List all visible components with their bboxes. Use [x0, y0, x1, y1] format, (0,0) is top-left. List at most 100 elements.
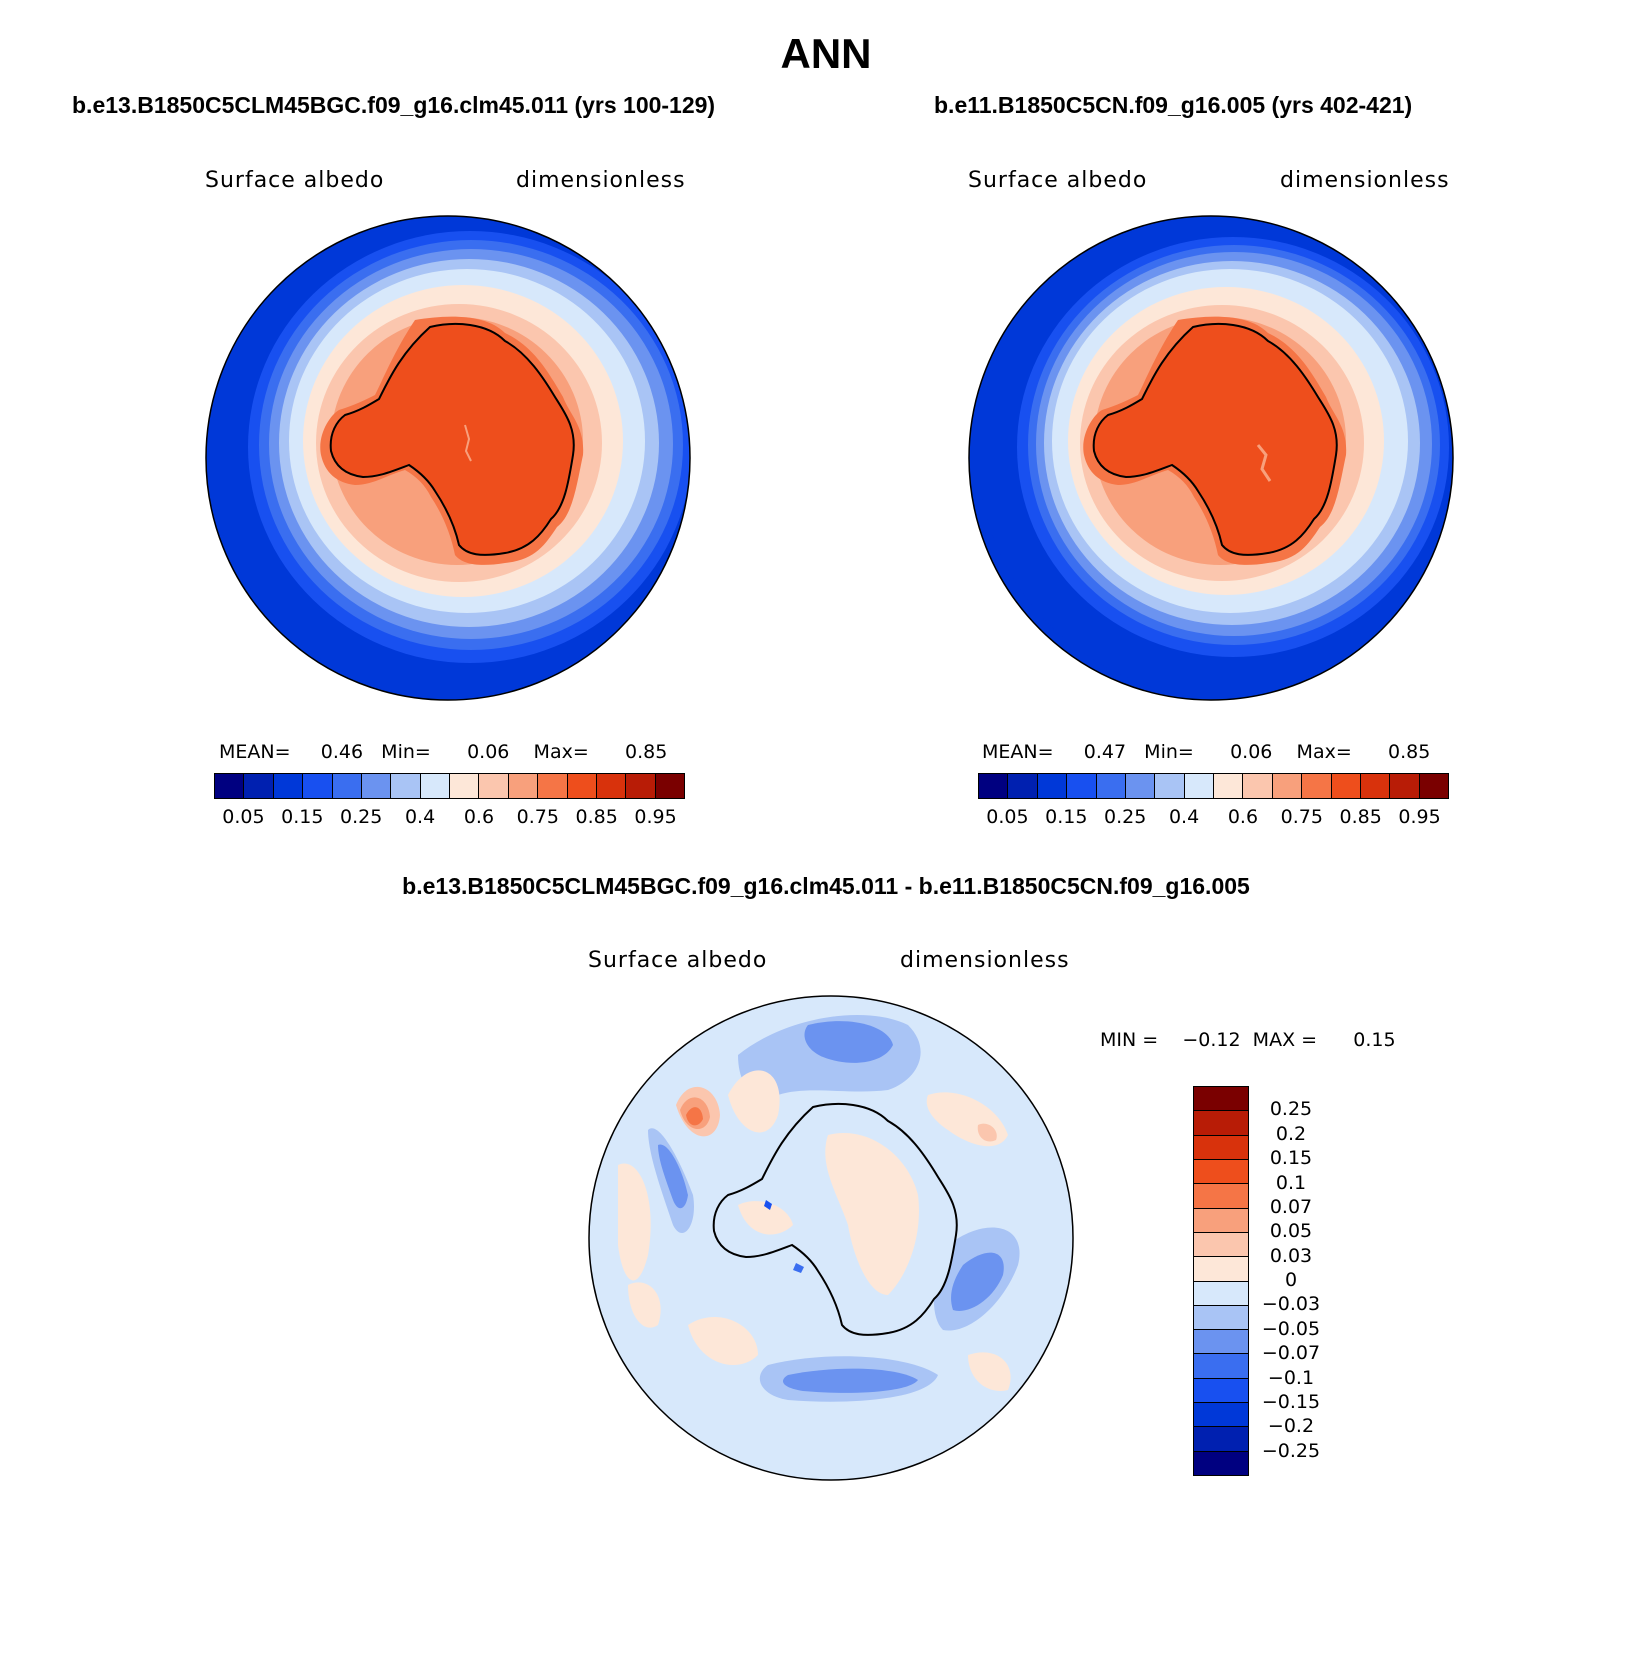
diff-colorbar-box: [1194, 1451, 1248, 1475]
right-colorbar-box: [1331, 774, 1361, 798]
right-colorbar-box: [1243, 774, 1273, 798]
diff-max-label: MAX =: [1252, 1029, 1318, 1051]
right-colorbar-tick-label: 0.15: [1045, 806, 1088, 828]
right-units-label: dimensionless: [1280, 168, 1450, 193]
right-panel-title: b.e11.B1850C5CN.f09_g16.005 (yrs 402-421…: [934, 92, 1413, 118]
left-colorbar-tick-label: 0.05: [222, 806, 265, 828]
left-variable-label: Surface albedo: [205, 168, 385, 193]
diff-colorbar-tick-label: 0: [1284, 1269, 1298, 1291]
left-colorbar-box: [567, 774, 597, 798]
left-min-value: 0.06: [467, 741, 510, 763]
diff-colorbar-box: [1194, 1330, 1248, 1355]
diff-colorbar-box: [1194, 1159, 1248, 1185]
right-colorbar-tick-label: 0.85: [1339, 806, 1382, 828]
left-colorbar-box: [450, 774, 480, 798]
right-colorbar-box: [1272, 774, 1303, 798]
right-variable-label: Surface albedo: [968, 168, 1148, 193]
left-colorbar-box: [391, 774, 421, 798]
left-colorbar-box: [361, 774, 392, 798]
left-colorbar-tick-label: 0.4: [404, 806, 436, 828]
right-min-label: Min=: [1144, 741, 1194, 763]
diff-variable-label: Surface albedo: [588, 948, 768, 973]
diff-colorbar-tick-label: 0.1: [1275, 1171, 1307, 1194]
diff-colorbar-tick-label: −0.05: [1261, 1317, 1321, 1340]
left-colorbar-tick-label: 0.15: [281, 806, 324, 828]
left-max-value: 0.85: [625, 741, 668, 763]
right-colorbar-box: [1390, 774, 1420, 798]
diff-min-value: −0.12: [1182, 1029, 1241, 1051]
diff-colorbar-tick-label: −0.1: [1267, 1366, 1315, 1389]
left-colorbar-box: [538, 774, 568, 798]
left-colorbar-box: [303, 774, 333, 798]
diff-min-label: MIN =: [1100, 1029, 1159, 1051]
diff-colorbar-box: [1194, 1087, 1248, 1112]
diff-colorbar-box: [1194, 1281, 1248, 1306]
left-colorbar-box: [420, 774, 450, 798]
diff-colorbar-tick-label: 0.03: [1269, 1244, 1313, 1267]
diff-colorbar-box: [1194, 1232, 1248, 1258]
right-colorbar-tick-label: 0.75: [1280, 806, 1323, 828]
diff-colorbar-ticks: 0.25 0.2 0.15 0.1 0.07 0.05 0.03 0 −0.03 −0.05 −0.…: [1256, 1086, 1356, 1476]
left-max-label: Max=: [533, 741, 589, 763]
left-panel-title: b.e13.B1850C5CLM45BGC.f09_g16.clm45.011 …: [72, 92, 716, 118]
left-stats: MEAN= 0.46 Min= 0.06 Max= 0.85: [219, 741, 667, 763]
diff-units-label: dimensionless: [900, 948, 1070, 973]
diff-colorbar-tick-label: 0.25: [1269, 1098, 1313, 1121]
left-colorbar-tick-label: 0.6: [463, 806, 495, 828]
left-colorbar-tick-label: 0.75: [516, 806, 559, 828]
diff-colorbar-box: [1194, 1208, 1248, 1233]
diff-colorbar-tick-label: −0.15: [1261, 1390, 1321, 1413]
left-colorbar-tick-label: 0.95: [634, 806, 677, 828]
right-colorbar-tick-label: 0.95: [1398, 806, 1441, 828]
diff-colorbar-tick-label: 0.15: [1269, 1147, 1313, 1170]
diff-colorbar: [1193, 1086, 1249, 1476]
diff-colorbar-box: [1194, 1257, 1248, 1282]
right-colorbar-box: [1155, 774, 1185, 798]
right-colorbar-box: [1125, 774, 1156, 798]
right-max-label: Max=: [1296, 741, 1352, 763]
right-colorbar-box: [1360, 774, 1391, 798]
left-mean-label: MEAN=: [219, 741, 291, 763]
diff-colorbar-tick-label: −0.07: [1261, 1342, 1321, 1365]
right-min-value: 0.06: [1230, 741, 1273, 763]
left-colorbar-box: [655, 774, 684, 798]
diff-colorbar-box: [1194, 1354, 1248, 1379]
diff-colorbar-box: [1194, 1135, 1248, 1160]
right-colorbar-box: [1096, 774, 1126, 798]
diff-colorbar-tick-label: −0.2: [1267, 1415, 1315, 1438]
diff-colorbar-tick-label: 0.05: [1269, 1220, 1313, 1243]
diff-colorbar-tick-label: −0.03: [1261, 1293, 1321, 1316]
right-colorbar-box: [1184, 774, 1214, 798]
left-colorbar-box: [626, 774, 656, 798]
right-colorbar-ticks: 0.05 0.15 0.25 0.4 0.6 0.75 0.85 0.95: [978, 806, 1449, 830]
left-colorbar-box: [332, 774, 362, 798]
diff-max-value: 0.15: [1353, 1029, 1396, 1051]
left-colorbar-box: [508, 774, 539, 798]
diff-colorbar-tick-label: 0.07: [1269, 1195, 1313, 1218]
right-stats: MEAN= 0.47 Min= 0.06 Max= 0.85: [982, 741, 1430, 763]
left-polar-map: [205, 215, 691, 701]
right-colorbar-tick-label: 0.6: [1227, 806, 1259, 828]
right-colorbar-box: [1037, 774, 1068, 798]
left-units-label: dimensionless: [516, 168, 686, 193]
left-min-label: Min=: [381, 741, 431, 763]
left-mean-value: 0.46: [320, 741, 364, 763]
left-colorbar-box: [215, 774, 245, 798]
right-mean-label: MEAN=: [982, 741, 1054, 763]
diff-colorbar-box: [1194, 1427, 1248, 1452]
right-polar-map: [968, 215, 1454, 701]
right-colorbar-box: [1067, 774, 1097, 798]
right-colorbar: [978, 773, 1449, 799]
diff-colorbar-tick-label: 0.2: [1275, 1122, 1307, 1145]
left-colorbar-box: [244, 774, 274, 798]
right-colorbar-box: [1419, 774, 1448, 798]
left-colorbar-box: [273, 774, 304, 798]
right-mean-value: 0.47: [1083, 741, 1127, 763]
left-colorbar-ticks: 0.05 0.15 0.25 0.4 0.6 0.75 0.85 0.95: [214, 806, 685, 830]
figure-title: ANN: [780, 30, 872, 77]
left-colorbar-tick-label: 0.85: [575, 806, 618, 828]
diff-panel-title: b.e13.B1850C5CLM45BGC.f09_g16.clm45.011 …: [402, 873, 1250, 899]
left-colorbar-box: [596, 774, 627, 798]
right-colorbar-tick-label: 0.25: [1104, 806, 1147, 828]
right-colorbar-tick-label: 0.4: [1168, 806, 1200, 828]
